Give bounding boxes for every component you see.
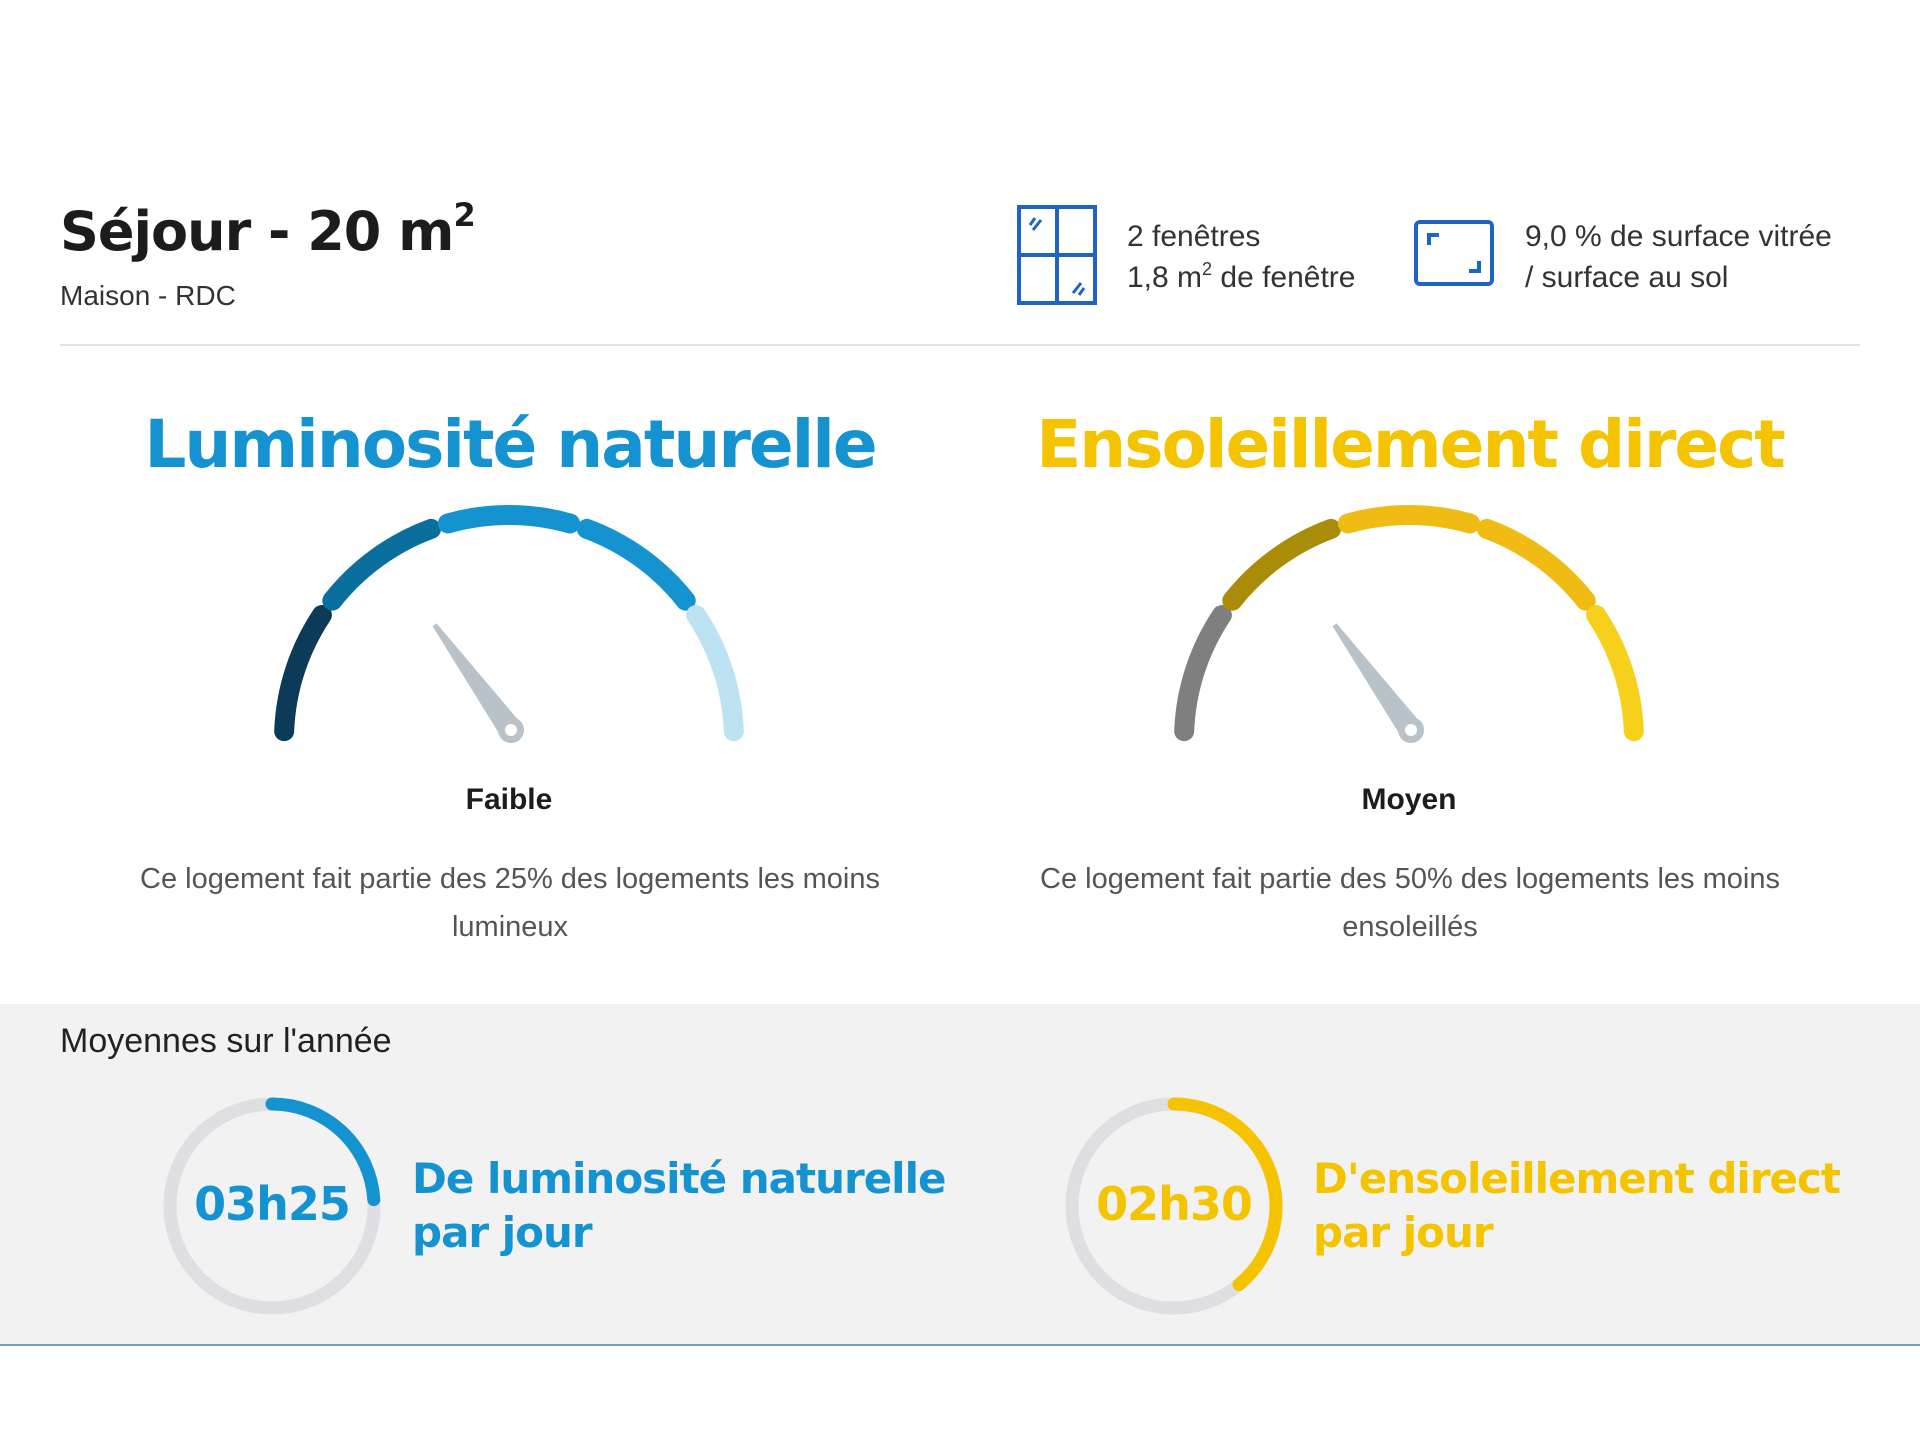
luminosity-description: Ce logement fait partie des 25% des loge… bbox=[140, 863, 880, 943]
surface-ratio-basis: / surface au sol bbox=[1525, 261, 1729, 294]
windows-area-unit: de fenêtre bbox=[1212, 261, 1356, 294]
luminosity-gauge-segment bbox=[576, 518, 696, 611]
sunshine-gauge-segment bbox=[1174, 604, 1232, 742]
luminosity-average-caption-line1: De luminosité naturelle bbox=[412, 1154, 946, 1203]
sunshine-title: Ensoleillement direct bbox=[1036, 406, 1786, 483]
sunshine-description: Ce logement fait partie des 50% des loge… bbox=[1040, 863, 1780, 943]
windows-area-sup: 2 bbox=[1202, 259, 1213, 279]
window-icon bbox=[1017, 205, 1097, 305]
averages-bottom-border bbox=[0, 1344, 1920, 1346]
luminosity-average-value: 03h25 bbox=[194, 1177, 351, 1231]
windows-count: 2 fenêtres bbox=[1127, 220, 1261, 253]
sunshine-gauge-segment bbox=[1476, 518, 1596, 611]
surface-ratio: 9,0 % de surface vitrée bbox=[1525, 220, 1832, 253]
floor-area-icon bbox=[1414, 220, 1494, 286]
surface-stat: 9,0 % de surface vitrée / surface au sol bbox=[1525, 216, 1832, 298]
sunshine-gauge-segment bbox=[1586, 604, 1644, 742]
room-title-text: Séjour - 20 m bbox=[60, 200, 454, 263]
sunshine-average-value: 02h30 bbox=[1096, 1177, 1253, 1231]
sunshine-average-ring bbox=[1065, 1097, 1283, 1315]
windows-area-value: 1,8 m bbox=[1127, 261, 1203, 294]
sunshine-ring-progress bbox=[1167, 1097, 1283, 1292]
luminosity-average-ring bbox=[163, 1097, 381, 1315]
luminosity-gauge-segment bbox=[274, 604, 332, 742]
sunshine-gauge-segment bbox=[1222, 518, 1342, 611]
sunshine-gauge-segment bbox=[1337, 505, 1481, 534]
luminosity-gauge-segment bbox=[322, 518, 442, 611]
windows-stat: 2 fenêtres 1,8 m2 de fenêtre bbox=[1127, 216, 1355, 298]
windows-area: 1,8 m2 de fenêtre bbox=[1127, 257, 1355, 298]
luminosity-ring-progress bbox=[265, 1097, 381, 1207]
sunshine-average-caption-line2: par jour bbox=[1313, 1208, 1494, 1257]
luminosity-gauge-segment bbox=[437, 505, 581, 534]
room-title: Séjour - 20 m2 bbox=[60, 199, 476, 263]
luminosity-gauge-segment bbox=[686, 604, 744, 742]
luminosity-average-caption-line2: par jour bbox=[412, 1208, 593, 1257]
sunshine-average-caption-line1: D'ensoleillement direct bbox=[1313, 1154, 1841, 1203]
header-divider bbox=[60, 344, 1860, 346]
sunshine-level-label: Moyen bbox=[1361, 783, 1457, 816]
room-title-sup: 2 bbox=[453, 196, 475, 234]
sunshine-gauge-needle bbox=[1332, 623, 1424, 743]
averages-panel bbox=[0, 1004, 1920, 1344]
luminosity-gauge bbox=[274, 505, 744, 743]
room-subtitle: Maison - RDC bbox=[60, 280, 236, 311]
luminosity-gauge-needle bbox=[432, 623, 524, 743]
sunshine-gauge bbox=[1174, 505, 1644, 743]
luminosity-title: Luminosité naturelle bbox=[144, 406, 877, 483]
sunshine-average-caption: D'ensoleillement direct par jour bbox=[1313, 1152, 1841, 1260]
averages-title: Moyennes sur l'année bbox=[60, 1022, 392, 1060]
luminosity-level-label: Faible bbox=[465, 783, 553, 816]
luminosity-average-caption: De luminosité naturelle par jour bbox=[412, 1152, 946, 1260]
